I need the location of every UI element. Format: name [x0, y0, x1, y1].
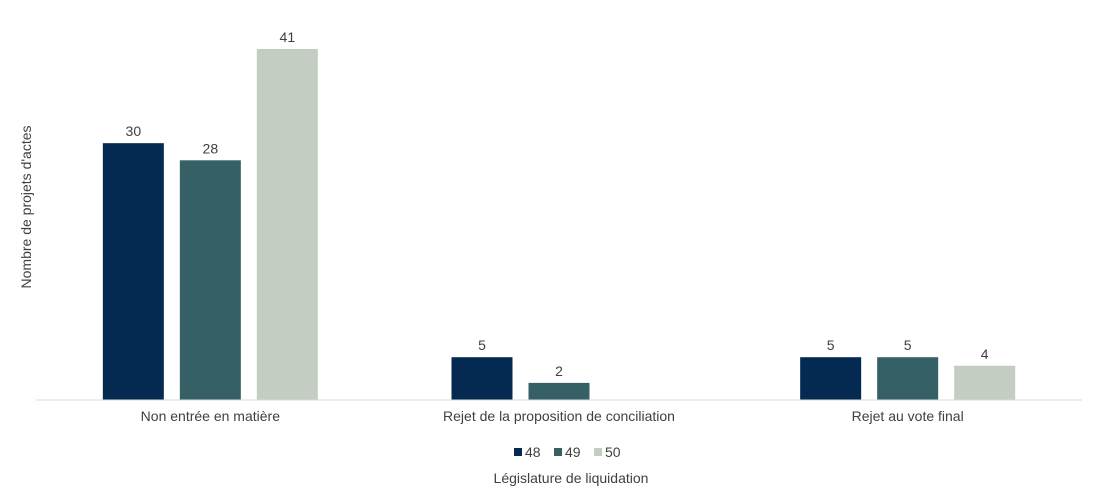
x-tick-label: Non entrée en matière [141, 408, 281, 424]
x-axis-title: Législature de liquidation [494, 470, 649, 486]
legend-label-48: 48 [525, 444, 541, 460]
legend-swatch-49 [554, 448, 562, 456]
legend-swatch-50 [594, 448, 602, 456]
data-label-49-2: 2 [555, 363, 563, 379]
legend-label-49: 49 [565, 444, 581, 460]
data-label-50-1: 41 [280, 29, 296, 45]
y-axis-title: Nombre de projets d'actes [18, 126, 34, 289]
plot-area: 30 28 41 5 2 5 5 4 [102, 29, 1016, 401]
x-tick-label: Rejet au vote final [852, 408, 964, 424]
x-tick-label: Rejet de la proposition de conciliation [443, 408, 675, 424]
bar-48-1 [102, 143, 164, 401]
legend-swatch-48 [514, 448, 522, 456]
bar-49-2 [528, 382, 590, 400]
data-label-48-1: 30 [126, 123, 142, 139]
bar-48-3 [800, 357, 862, 400]
bar-50-1 [256, 49, 318, 400]
data-label-50-3: 4 [981, 346, 989, 362]
x-tick-labels: Non entrée en matière Rejet de la proposi… [141, 408, 964, 424]
data-label-49-3: 5 [904, 337, 912, 353]
data-label-48-3: 5 [827, 337, 835, 353]
data-label-49-1: 28 [203, 140, 219, 156]
legend-label-50: 50 [605, 444, 621, 460]
legend: 48 49 50 [514, 444, 621, 460]
bar-50-3 [954, 365, 1016, 400]
bar-48-2 [451, 357, 513, 400]
bar-49-1 [179, 160, 241, 400]
bar-49-3 [877, 357, 939, 400]
data-label-48-2: 5 [478, 337, 486, 353]
